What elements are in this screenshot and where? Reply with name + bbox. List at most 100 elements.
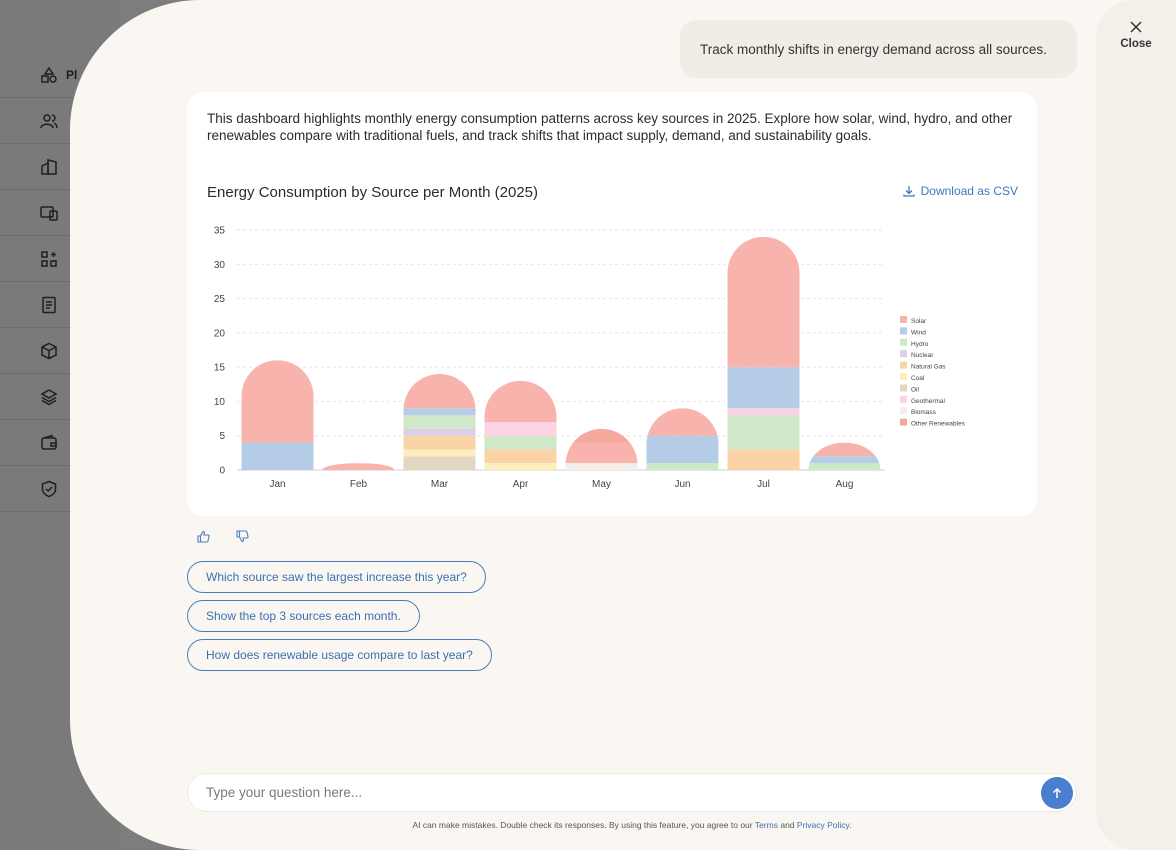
thumbs-up-button[interactable] bbox=[197, 530, 213, 546]
suggestion-chip-3[interactable]: How does renewable usage compare to last… bbox=[187, 639, 492, 671]
suggestion-text: Which source saw the largest increase th… bbox=[206, 570, 467, 584]
legend-label: Nuclear bbox=[911, 352, 934, 359]
suggestion-text: How does renewable usage compare to last… bbox=[206, 648, 473, 662]
thumbs-down-icon bbox=[236, 530, 249, 543]
bar-segment-solar bbox=[727, 236, 800, 368]
legend-label: Geothermal bbox=[911, 398, 946, 405]
y-tick-label: 35 bbox=[214, 226, 226, 237]
x-tick-label: Jan bbox=[269, 479, 285, 490]
close-button[interactable]: Close bbox=[1118, 20, 1154, 50]
download-csv-button[interactable]: Download as CSV bbox=[902, 184, 1018, 198]
y-tick-label: 30 bbox=[214, 260, 226, 271]
bar-stack-mar[interactable] bbox=[403, 374, 476, 470]
bar-segment-solar bbox=[241, 360, 314, 443]
bar-segment-hydro bbox=[646, 463, 719, 470]
x-tick-label: Feb bbox=[350, 479, 368, 490]
disclaimer-text: AI can make mistakes. Double check its r… bbox=[412, 820, 753, 830]
suggestion-chip-2[interactable]: Show the top 3 sources each month. bbox=[187, 600, 420, 632]
sidebar-item-label: Pl bbox=[66, 67, 78, 82]
privacy-policy-link[interactable]: Privacy Policy bbox=[796, 820, 850, 830]
legend-swatch bbox=[900, 384, 907, 392]
disclaimer: AI can make mistakes. Double check its r… bbox=[187, 820, 1077, 830]
y-tick-label: 10 bbox=[214, 397, 226, 408]
response-card: This dashboard highlights monthly energy… bbox=[187, 92, 1037, 516]
sidebar-item-3[interactable] bbox=[0, 144, 120, 190]
legend-swatch bbox=[900, 407, 907, 415]
terms-link[interactable]: Terms bbox=[754, 820, 778, 830]
bar-stack-jan[interactable] bbox=[241, 360, 314, 470]
close-icon bbox=[1130, 21, 1142, 33]
legend-swatch bbox=[900, 350, 907, 358]
devices-icon bbox=[40, 205, 58, 221]
thumbs-down-button[interactable] bbox=[236, 530, 252, 546]
download-icon bbox=[902, 186, 915, 197]
question-input-container bbox=[187, 773, 1077, 812]
shield-icon bbox=[41, 480, 57, 497]
sidebar-item-8[interactable] bbox=[0, 374, 120, 420]
bar-stack-jul[interactable] bbox=[727, 236, 800, 470]
right-rail bbox=[1096, 0, 1176, 850]
bar-segment-wind bbox=[727, 367, 800, 409]
disclaimer-and: and bbox=[780, 820, 795, 830]
question-input[interactable] bbox=[206, 774, 1026, 811]
bar-segment-natural-gas bbox=[484, 449, 557, 464]
sidebar-item-7[interactable] bbox=[0, 328, 120, 374]
x-tick-label: Aug bbox=[836, 479, 854, 490]
chart-title: Energy Consumption by Source per Month (… bbox=[207, 184, 539, 201]
bar-segment-biomass bbox=[565, 463, 638, 470]
legend-label: Coal bbox=[911, 375, 925, 382]
bar-segment-oil bbox=[403, 456, 476, 470]
apps-icon bbox=[41, 250, 57, 267]
close-label: Close bbox=[1120, 38, 1152, 50]
response-description: This dashboard highlights monthly energy… bbox=[207, 111, 1013, 143]
user-message-text: Track monthly shifts in energy demand ac… bbox=[700, 41, 1047, 57]
bar-stack-may[interactable] bbox=[565, 428, 638, 470]
x-tick-label: Jul bbox=[757, 479, 770, 490]
bar-segment-wind bbox=[646, 435, 719, 464]
bar-stack-jun[interactable] bbox=[646, 408, 719, 470]
sidebar-item-2[interactable] bbox=[0, 98, 120, 144]
legend-label: Hydro bbox=[911, 341, 929, 348]
y-tick-label: 15 bbox=[214, 363, 226, 374]
bar-segment-solar bbox=[484, 380, 557, 422]
legend-swatch bbox=[900, 361, 907, 369]
bar-segment-coal bbox=[403, 449, 476, 457]
bar-segment-coal bbox=[484, 463, 557, 470]
users-icon bbox=[40, 113, 58, 128]
wallet-icon bbox=[41, 434, 57, 450]
sidebar-item-6[interactable] bbox=[0, 282, 120, 328]
bar-segment-solar bbox=[403, 374, 476, 409]
bar-segment-wind bbox=[808, 456, 881, 464]
download-csv-label: Download as CSV bbox=[920, 184, 1018, 198]
disclaimer-suffix: . bbox=[849, 820, 852, 830]
document-icon bbox=[42, 296, 56, 313]
sidebar-item-4[interactable] bbox=[0, 190, 120, 236]
bar-segment-solar bbox=[808, 442, 881, 457]
send-button[interactable] bbox=[1041, 777, 1073, 809]
sidebar-item-5[interactable] bbox=[0, 236, 120, 282]
bar-stack-apr[interactable] bbox=[484, 380, 557, 470]
legend-swatch bbox=[900, 327, 907, 335]
shapes-icon bbox=[41, 66, 57, 83]
legend-label: Wind bbox=[911, 329, 926, 336]
bar-stack-feb[interactable] bbox=[322, 463, 395, 470]
y-tick-label: 20 bbox=[214, 328, 226, 339]
legend-label: Solar bbox=[911, 318, 927, 325]
suggestion-text: Show the top 3 sources each month. bbox=[206, 609, 401, 623]
bar-segment-solar bbox=[646, 408, 719, 436]
sidebar-item-9[interactable] bbox=[0, 420, 120, 466]
suggestion-chip-1[interactable]: Which source saw the largest increase th… bbox=[187, 561, 486, 593]
bar-segment-nuclear bbox=[403, 428, 476, 436]
box-icon bbox=[41, 342, 57, 359]
legend-label: Natural Gas bbox=[911, 364, 946, 371]
bar-segment-hydro bbox=[727, 415, 800, 450]
bar-stack-aug[interactable] bbox=[808, 442, 881, 470]
sidebar-item-1[interactable]: Pl bbox=[0, 52, 120, 98]
layers-icon bbox=[40, 388, 58, 405]
x-tick-label: May bbox=[592, 479, 611, 490]
sidebar-item-10[interactable] bbox=[0, 466, 120, 512]
bar-segment-natural-gas bbox=[403, 435, 476, 450]
bar-segment-wind bbox=[403, 408, 476, 416]
building-icon bbox=[41, 158, 57, 175]
bar-segment-solar bbox=[322, 463, 395, 470]
